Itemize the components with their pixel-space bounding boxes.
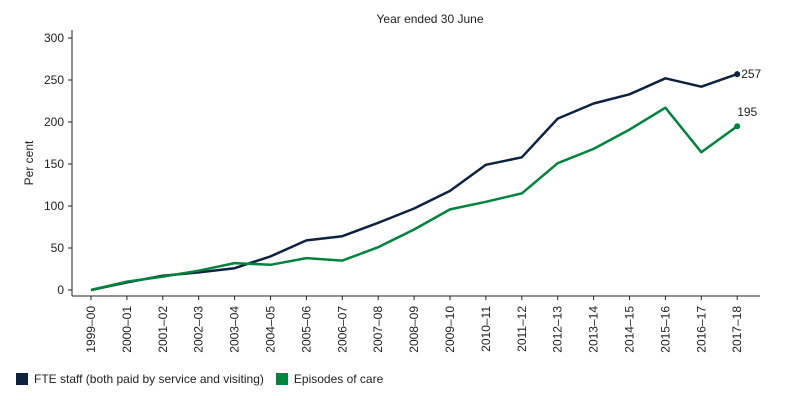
x-tick-label: 2006–07 [335, 306, 349, 353]
legend-swatch-episodes-of-care [275, 373, 288, 385]
x-tick-label: 2003–04 [228, 306, 242, 353]
y-tick-label: 250 [44, 73, 64, 87]
x-axis-ticks: 1999–00 2000–01 2001–02 2002–03 2003–04 2004–… [84, 296, 744, 353]
episodes-of-care-line [90, 106, 738, 292]
y-axis-ticks: 0 50 100 150 200 250 300 [44, 31, 72, 297]
y-tick-label: 150 [44, 157, 64, 171]
x-tick-label: 2007–08 [371, 306, 385, 353]
legend-item-fte-staff: FTE staff (both paid by service and visi… [16, 372, 264, 386]
legend-swatch-fte-staff [16, 373, 28, 385]
x-tick-label: 1999–00 [84, 306, 98, 353]
y-tick-label: 100 [44, 199, 64, 213]
x-tick-label: 2015–16 [658, 306, 672, 353]
x-tick-label: 2013–14 [587, 306, 601, 353]
episodes-of-care-end-label: 195 [737, 105, 757, 119]
y-tick-label: 0 [57, 283, 64, 297]
x-tick-label: 2009–10 [443, 306, 457, 353]
legend-item-episodes-of-care: Episodes of care [275, 372, 384, 386]
x-tick-label: 2014–15 [623, 306, 637, 353]
episodes-of-care-end-point [734, 123, 741, 130]
x-tick-label: 2000–01 [120, 306, 134, 353]
y-tick-label: 300 [44, 31, 64, 45]
legend-label-episodes-of-care: Episodes of care [293, 372, 384, 386]
chart-title: Year ended 30 June [377, 12, 484, 26]
x-tick-label: 2017–18 [730, 306, 744, 353]
series-group: 257 195 [90, 67, 762, 292]
x-tick-label: 2002–03 [192, 306, 206, 353]
fte-staff-end-label: 257 [741, 67, 761, 81]
x-tick-label: 2010–11 [479, 306, 493, 352]
fte-staff-line [90, 72, 738, 292]
y-tick-label: 200 [44, 115, 64, 129]
legend-label-fte-staff: FTE staff (both paid by service and visi… [34, 372, 264, 386]
x-tick-label: 2016–17 [694, 306, 708, 353]
fte-staff-end-point [734, 71, 741, 78]
x-tick-label: 2004–05 [264, 306, 278, 353]
x-tick-label: 2008–09 [407, 306, 421, 353]
x-tick-label: 2005–06 [299, 306, 313, 353]
x-tick-label: 2011–12 [515, 306, 529, 352]
x-tick-label: 2001–02 [156, 306, 170, 353]
y-axis-label: Per cent [22, 140, 36, 185]
legend: FTE staff (both paid by service and visi… [16, 372, 395, 386]
x-tick-label: 2012–13 [551, 306, 565, 353]
y-tick-label: 50 [51, 241, 65, 255]
